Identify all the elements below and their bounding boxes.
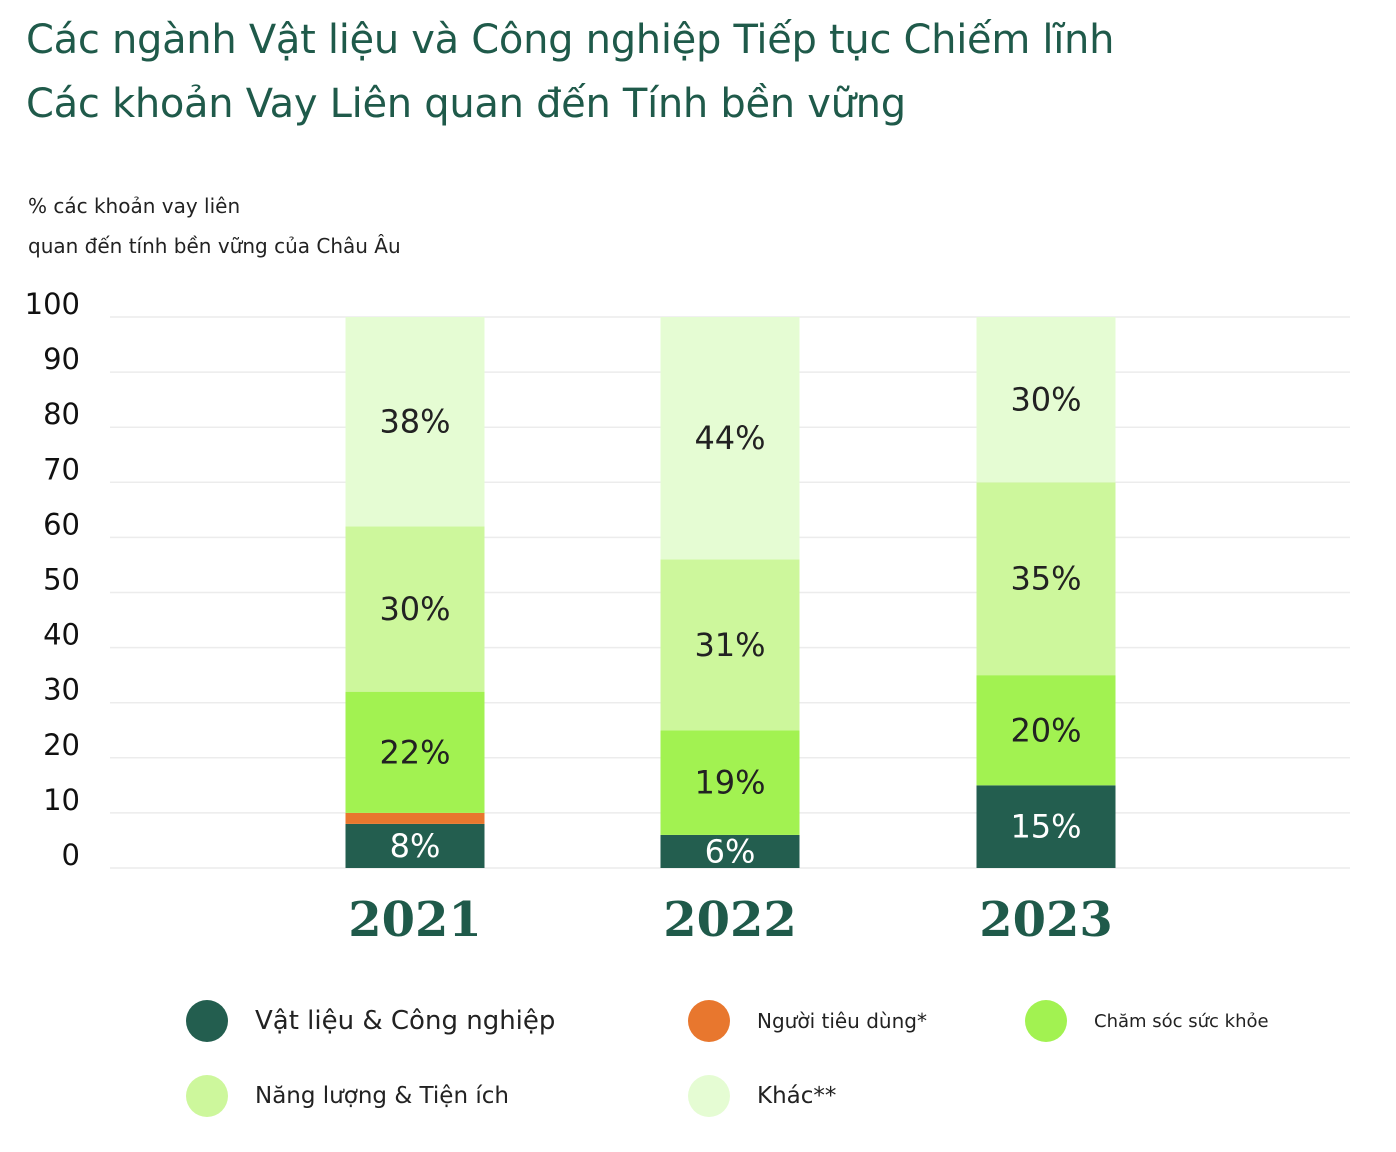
data-label: 30% bbox=[379, 590, 450, 628]
legend-swatch bbox=[1025, 1000, 1067, 1042]
x-tick-label: 2021 bbox=[348, 892, 482, 948]
data-label: 15% bbox=[1010, 808, 1081, 846]
stacked-bar-chart: 0 10 20 30 40 50 60 70 80 90 100 8% 22% 30% 38% 6% 19% 3… bbox=[25, 287, 1350, 948]
bar-segment bbox=[660, 559, 800, 731]
legend-swatch bbox=[688, 1075, 730, 1117]
legend-item-healthcare: Chăm sóc sức khỏe bbox=[1025, 999, 1269, 1043]
bar-segment bbox=[345, 317, 485, 527]
y-tick-label: 0 bbox=[62, 838, 80, 872]
data-label: 6% bbox=[705, 832, 756, 870]
x-tick-label: 2022 bbox=[663, 892, 797, 948]
bar-segment bbox=[345, 526, 485, 692]
data-label: 31% bbox=[694, 626, 765, 664]
y-tick-label: 100 bbox=[25, 287, 80, 321]
legend-item-energy-utilities: Năng lượng & Tiện ích bbox=[186, 1074, 509, 1118]
y-tick-label: 40 bbox=[43, 618, 80, 652]
y-tick-label: 70 bbox=[43, 452, 80, 486]
legend-label: Người tiêu dùng* bbox=[757, 1009, 927, 1033]
y-tick-label: 20 bbox=[43, 728, 80, 762]
y-axis-ticks: 0 10 20 30 40 50 60 70 80 90 100 bbox=[25, 287, 80, 872]
y-tick-label: 60 bbox=[43, 507, 80, 541]
data-label: 30% bbox=[1010, 381, 1081, 419]
bar-segment bbox=[345, 691, 485, 813]
y-axis-label: % các khoản vay liên quan đến tính bền v… bbox=[28, 194, 401, 258]
bars bbox=[345, 317, 1116, 868]
legend-label: Chăm sóc sức khỏe bbox=[1094, 1010, 1269, 1032]
legend-item-materials-industrials: Vật liệu & Công nghiệp bbox=[186, 999, 555, 1043]
data-label: 8% bbox=[390, 827, 441, 865]
bar-segment bbox=[660, 317, 800, 560]
y-tick-label: 80 bbox=[43, 397, 80, 431]
data-label: 38% bbox=[379, 403, 450, 441]
x-axis-ticks: 2021 2022 2023 bbox=[348, 892, 1113, 948]
bar-segment bbox=[976, 675, 1116, 786]
y-tick-label: 50 bbox=[43, 563, 80, 597]
data-label: 22% bbox=[379, 733, 450, 771]
legend-item-consumer: Người tiêu dùng* bbox=[688, 999, 927, 1043]
legend-swatch bbox=[186, 1000, 228, 1042]
legend-swatch bbox=[688, 1000, 730, 1042]
data-label: 35% bbox=[1010, 560, 1081, 598]
data-label: 44% bbox=[694, 419, 765, 457]
bar-segment bbox=[976, 785, 1116, 868]
y-tick-label: 10 bbox=[43, 783, 80, 817]
legend-label: Vật liệu & Công nghiệp bbox=[255, 1006, 556, 1036]
legend-label: Năng lượng & Tiện ích bbox=[255, 1083, 509, 1109]
data-label: 20% bbox=[1010, 711, 1081, 749]
bar-segment bbox=[976, 317, 1116, 483]
data-label: 19% bbox=[694, 764, 765, 802]
legend-swatch bbox=[186, 1075, 228, 1117]
y-tick-label: 90 bbox=[43, 342, 80, 376]
x-tick-label: 2023 bbox=[979, 892, 1113, 948]
data-labels: 8% 22% 30% 38% 6% 19% 31% 44% 15% 20% 35% 30% bbox=[379, 381, 1081, 871]
y-tick-label: 30 bbox=[43, 673, 80, 707]
bar-segment bbox=[976, 482, 1116, 676]
legend-label: Khác** bbox=[757, 1083, 837, 1109]
bar-segment bbox=[345, 812, 485, 824]
legend-item-other: Khác** bbox=[688, 1074, 836, 1118]
bar-segment bbox=[345, 823, 485, 868]
chart-title: Các ngành Vật liệu và Công nghiệp Tiếp t… bbox=[26, 17, 1115, 127]
bar-segment bbox=[660, 730, 800, 835]
bar-segment bbox=[660, 834, 800, 868]
